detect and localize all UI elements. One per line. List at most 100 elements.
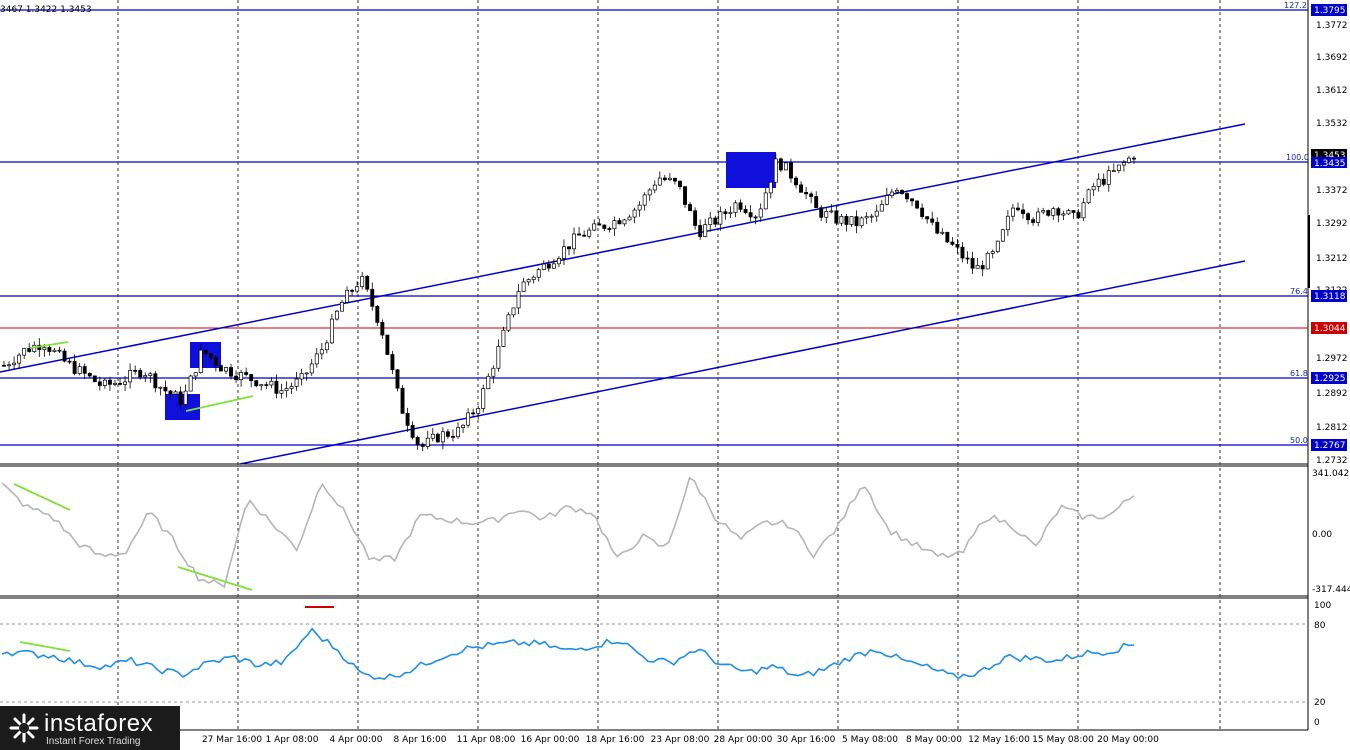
candle: [370, 282, 375, 311]
candle: [672, 177, 677, 185]
candle: [486, 373, 491, 390]
candle: [864, 212, 869, 225]
candle: [340, 299, 344, 312]
time-label: 28 Apr 00:00: [714, 735, 773, 745]
candle: [259, 384, 264, 391]
tag-1-2925: 1.2925: [1314, 374, 1346, 384]
candle: [400, 385, 405, 414]
candle: [445, 429, 450, 439]
signal-boxes[interactable]: [165, 152, 776, 420]
rsi-line: [1, 627, 1135, 680]
candle: [1000, 228, 1005, 243]
candle: [107, 376, 112, 391]
candle: [491, 365, 496, 384]
candle: [551, 259, 556, 269]
candle: [294, 372, 299, 391]
candle: [990, 249, 995, 259]
candle: [627, 214, 632, 221]
time-label: 8 Apr 16:00: [394, 735, 447, 745]
candle: [198, 343, 203, 374]
candle: [461, 424, 466, 434]
candle: [829, 204, 834, 214]
fib-level-labels: 127.2 100.0 76.4 61.8 50.0: [1284, 1, 1309, 445]
candle: [1051, 206, 1056, 220]
candle: [148, 371, 153, 383]
ohlc-header: 3467 1.3422 1.3453: [0, 5, 92, 15]
candle: [718, 206, 723, 231]
rsi-divergence-line: [19, 641, 71, 652]
candle: [789, 158, 793, 183]
candle: [143, 372, 148, 383]
candle: [541, 260, 546, 271]
candle: [975, 258, 980, 269]
svg-text:1.3612: 1.3612: [1316, 86, 1348, 96]
candle: [1046, 209, 1051, 217]
logo-brand-text: instaforex: [44, 710, 154, 737]
candle: [839, 213, 844, 227]
time-label: 27 Mar 16:00: [202, 735, 262, 745]
candle: [733, 200, 738, 218]
candle: [1121, 160, 1126, 172]
candle: [118, 377, 122, 386]
candle: [193, 372, 198, 381]
candle: [728, 206, 733, 219]
candles: [2, 153, 1136, 452]
pane-frames: [0, 0, 1309, 731]
candle: [602, 224, 607, 231]
fib-levels: [0, 9, 1308, 446]
candle: [516, 284, 521, 315]
candle: [183, 384, 188, 407]
candle: [1031, 217, 1036, 226]
candle: [511, 307, 516, 318]
candle: [667, 172, 672, 182]
candle: [748, 205, 753, 222]
candle: [314, 347, 319, 368]
candle: [925, 216, 930, 224]
svg-text:0: 0: [1314, 718, 1320, 728]
candle: [794, 176, 798, 189]
candle: [12, 356, 17, 370]
candle: [304, 372, 309, 381]
candle: [1021, 203, 1025, 219]
candle: [985, 251, 990, 270]
candle: [405, 407, 410, 432]
candle: [592, 219, 597, 232]
candle: [940, 228, 945, 236]
candle: [546, 260, 551, 272]
candle: [1086, 188, 1091, 205]
candle: [435, 432, 440, 443]
candle: [819, 205, 824, 222]
candle: [859, 216, 864, 229]
candle: [178, 386, 183, 410]
candle: [218, 364, 223, 372]
candle: [894, 187, 899, 194]
candle: [2, 361, 6, 367]
tag-1-3118: 1.3118: [1314, 292, 1346, 302]
candle: [249, 373, 254, 388]
candle: [254, 380, 259, 388]
candle: [430, 428, 435, 442]
candle: [506, 312, 511, 333]
candle: [1071, 209, 1076, 219]
candle: [960, 242, 965, 263]
candle: [980, 260, 985, 277]
candle: [138, 367, 143, 380]
svg-text:1.2892: 1.2892: [1316, 389, 1348, 399]
candle: [597, 218, 602, 226]
time-label: 12 May 16:00: [968, 735, 1030, 745]
candle: [329, 314, 334, 345]
candle: [471, 408, 476, 418]
fib-127-label: 127.2: [1284, 1, 1307, 10]
candle: [213, 355, 218, 372]
tag-1-3435: 1.3435: [1314, 159, 1346, 169]
candle: [1056, 206, 1061, 223]
candle: [804, 186, 809, 200]
candle: [113, 379, 117, 387]
candle: [950, 237, 955, 246]
candle: [375, 305, 380, 327]
candle: [809, 191, 814, 204]
time-label: 8 May 00:00: [906, 735, 962, 745]
instaforex-logo[interactable]: instaforex Instant Forex Trading: [0, 706, 180, 750]
candle: [496, 339, 501, 372]
